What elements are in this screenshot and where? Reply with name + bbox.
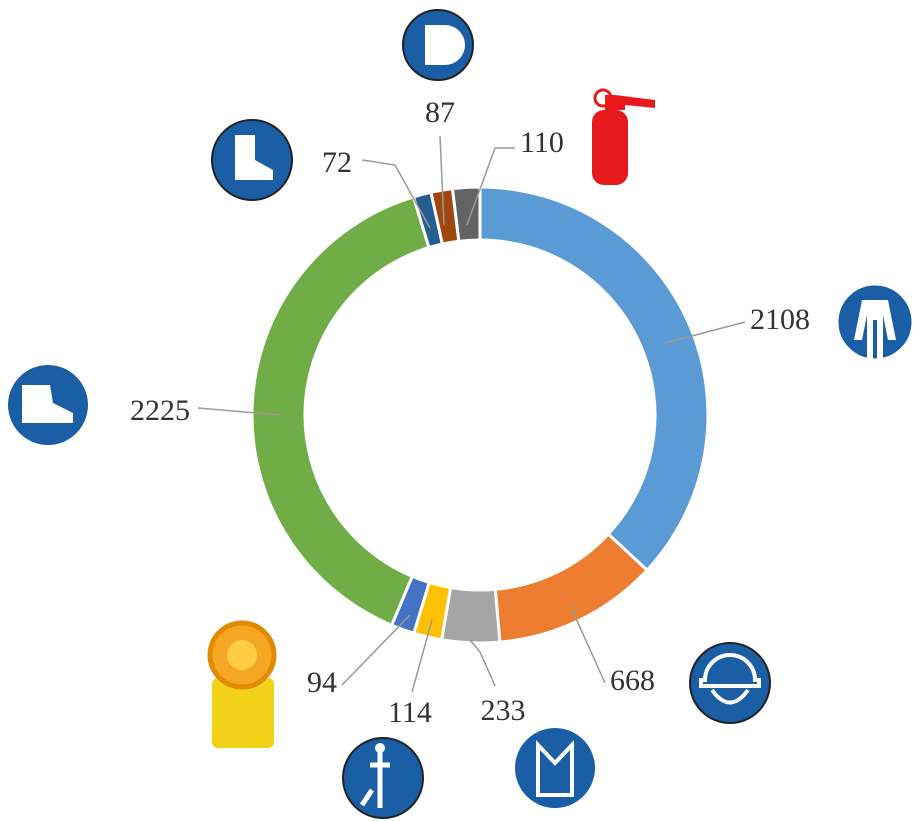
icon-lamp [207,620,277,748]
value-label: 2108 [750,303,810,336]
slice [450,185,482,243]
icon-coverall [835,282,915,362]
leader-line [439,135,445,226]
value-label: 87 [425,96,455,129]
leader-line [411,619,433,693]
leader-line [664,321,746,344]
leader-line [469,639,496,687]
slice [250,195,431,628]
value-label: 2225 [130,394,190,427]
icon-helmet [689,642,771,724]
leader-line [361,159,431,229]
icon-vest [515,728,595,808]
leader-line [341,614,411,686]
icon-extinguisher [592,88,655,185]
icon-face-shield [402,9,474,81]
value-label: 668 [610,664,655,697]
slice [478,185,710,573]
icon-boot-tall [211,119,293,201]
value-label: 94 [307,666,337,699]
icon-boot [8,365,88,445]
icons [8,9,915,819]
value-label: 114 [388,696,432,729]
value-label: 110 [520,126,564,159]
leader-line [466,147,515,226]
value-label: 233 [481,694,526,727]
icon-harness [342,737,424,819]
value-label: 72 [322,146,352,179]
leader-line [569,604,606,684]
slice [493,531,650,644]
leader-line [197,407,281,416]
